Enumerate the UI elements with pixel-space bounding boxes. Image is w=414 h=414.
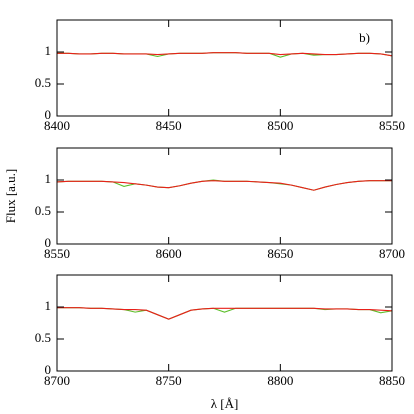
- x-tick-label: 8800: [267, 373, 293, 388]
- x-tick-label: 8500: [267, 118, 293, 133]
- spectrum-line: [56, 180, 392, 191]
- x-tick-label: 8400: [44, 118, 70, 133]
- plot-frame: [56, 147, 393, 245]
- x-tick-label: 8750: [156, 373, 182, 388]
- x-tick-label: 8600: [156, 246, 182, 261]
- x-tick-label: 8550: [44, 246, 70, 261]
- spectrum-line: [57, 52, 393, 57]
- x-tick-label: 8850: [379, 373, 405, 388]
- y-tick-label: 0: [45, 362, 52, 377]
- spectrum-line: [57, 307, 393, 320]
- y-tick-label: 1: [45, 43, 52, 58]
- x-tick-label: 8650: [267, 246, 293, 261]
- x-tick-label: 8700: [379, 246, 405, 261]
- plot-frame: [56, 19, 393, 117]
- y-tick-label: 0: [45, 235, 52, 250]
- x-tick-label: 8550: [379, 118, 405, 133]
- x-tick-label: 8450: [156, 118, 182, 133]
- y-tick-label: 0.5: [35, 330, 51, 345]
- annotation: b): [359, 30, 370, 45]
- y-tick-label: 0: [45, 107, 52, 122]
- y-tick-label: 0.5: [35, 75, 51, 90]
- y-tick-label: 1: [45, 298, 52, 313]
- y-tick-label: 0.5: [35, 203, 51, 218]
- x-axis-label: λ [Å]: [211, 396, 239, 411]
- y-axis-label: Flux [a.u.]: [3, 169, 18, 224]
- y-tick-label: 1: [45, 171, 52, 186]
- plot-frame: [56, 274, 393, 372]
- x-tick-label: 8700: [44, 373, 70, 388]
